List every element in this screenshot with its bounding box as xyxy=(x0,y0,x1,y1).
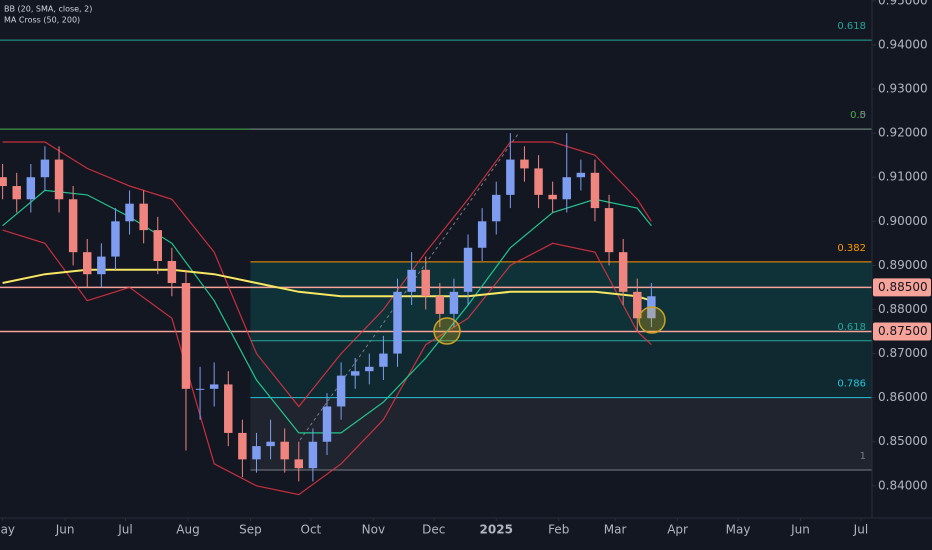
candle-body xyxy=(252,446,261,460)
price-tag-label: 0.88500 xyxy=(878,280,928,294)
y-tick-label: 0.91000 xyxy=(878,170,928,184)
candle-body xyxy=(139,203,148,231)
y-tick-label: 0.86000 xyxy=(878,390,928,404)
candle-body xyxy=(322,406,332,442)
y-tick-label: 0.94000 xyxy=(878,37,928,51)
candle-body xyxy=(576,172,586,178)
x-tick-label: Dec xyxy=(422,523,445,537)
y-tick-label: 0.85000 xyxy=(878,434,928,448)
x-tick-label: Feb xyxy=(548,523,569,537)
candle-body xyxy=(294,459,304,469)
x-tick-label: Aug xyxy=(176,523,199,537)
x-tick-label: Jul xyxy=(853,523,868,537)
y-tick-label: 0.93000 xyxy=(878,82,928,96)
x-tick-label: Jul xyxy=(117,523,132,537)
candle-body xyxy=(238,432,247,460)
candle-body xyxy=(111,221,120,257)
fib-label: 1 xyxy=(860,451,866,462)
price-tag xyxy=(873,322,931,341)
candle-body xyxy=(209,384,219,389)
candle-body xyxy=(435,296,445,314)
candle-body xyxy=(604,208,614,253)
y-tick-label: 0.92000 xyxy=(878,126,928,140)
candle-body xyxy=(449,291,459,314)
highlight-circle xyxy=(638,306,666,334)
candle-body xyxy=(97,256,106,275)
candle-body xyxy=(125,203,134,222)
legend-item: MA Cross (50, 200) xyxy=(4,16,80,25)
candle-body xyxy=(181,283,191,389)
candle-body xyxy=(40,159,50,178)
marks xyxy=(0,133,872,496)
highlight-circle xyxy=(433,317,461,345)
x-tick-label: May xyxy=(726,523,751,537)
x-tick-label: Jun xyxy=(55,523,75,537)
candle-body xyxy=(26,177,36,200)
candle-body xyxy=(12,186,21,200)
candle-body xyxy=(548,194,557,200)
candle-body xyxy=(167,260,177,284)
indicator-line xyxy=(2,229,652,496)
candle-body xyxy=(506,159,515,195)
candle-body xyxy=(0,177,7,187)
fib-label: 0.618 xyxy=(837,21,866,32)
y-tick-label: 0.87000 xyxy=(878,346,928,360)
candle-body xyxy=(407,269,416,292)
y-tick-label: 0.88000 xyxy=(878,302,928,316)
fib-zone xyxy=(250,397,872,470)
axes: 0.84000 0.85000 0.86000 0.87000 0.88000 0.890… xyxy=(0,0,931,537)
candle-body xyxy=(153,230,162,261)
fib-label: 0.786 xyxy=(837,379,866,390)
x-tick-label: Apr xyxy=(667,523,688,537)
fib-zone xyxy=(250,340,872,398)
candle-body xyxy=(336,375,346,407)
x-tick-label: 2025 xyxy=(480,523,513,537)
y-tick-label: 0.95000 xyxy=(878,0,928,7)
fib-label: 0 xyxy=(860,110,866,121)
fib-label: 0.5 xyxy=(850,110,866,121)
fib-label: 0.618 xyxy=(837,322,866,333)
candle-body xyxy=(379,353,388,367)
candle-body xyxy=(477,221,487,248)
candle-body xyxy=(68,199,78,253)
x-tick-label: Mar xyxy=(604,523,627,537)
candle-body xyxy=(534,168,543,195)
y-tick-label: 0.84000 xyxy=(878,478,928,492)
candle-body xyxy=(562,177,571,200)
candle-body xyxy=(520,159,529,169)
candle-body xyxy=(633,291,642,319)
candle-body xyxy=(195,388,205,390)
price-tag xyxy=(873,278,931,297)
x-tick-label: Nov xyxy=(362,523,385,537)
candle-body xyxy=(266,441,275,447)
candle-body xyxy=(393,291,402,354)
candle-body xyxy=(365,366,374,372)
fib-zone xyxy=(250,261,872,341)
y-tick-label: 0.89000 xyxy=(878,258,928,272)
price-axis xyxy=(872,0,932,550)
fib-label: 0.382 xyxy=(837,243,866,254)
candle-body xyxy=(224,384,233,433)
candle-body xyxy=(308,441,318,469)
y-tick-label: 0.90000 xyxy=(878,214,928,228)
x-tick-label: Sep xyxy=(239,523,262,537)
candle-body xyxy=(54,159,64,200)
candle-body xyxy=(463,247,473,292)
legend-item: BB (20, SMA, close, 2) xyxy=(4,5,92,14)
candle-body xyxy=(280,441,289,460)
candle-body xyxy=(350,371,360,376)
candle-body xyxy=(83,252,92,275)
candle-body xyxy=(590,172,600,209)
x-tick-label: Jun xyxy=(790,523,810,537)
price-tag-label: 0.87500 xyxy=(878,324,928,338)
candle-body xyxy=(421,269,430,297)
candle-body xyxy=(618,252,628,292)
x-tick-label: Oct xyxy=(301,523,322,537)
candle-body xyxy=(492,194,501,222)
fib-zones: 0.618 0.50 0.382 0.618 0.786 1 xyxy=(0,21,872,471)
x-tick-label: May xyxy=(0,523,15,537)
